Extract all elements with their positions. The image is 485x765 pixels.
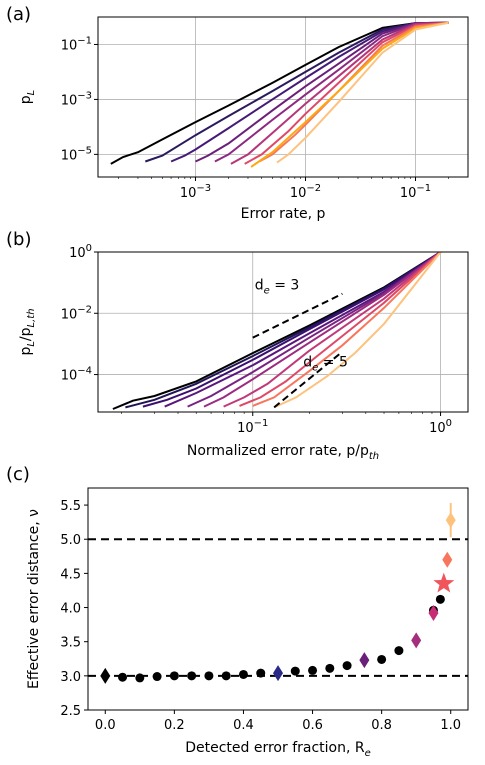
slope-line-de5 (273, 350, 343, 409)
series-line-7 (239, 252, 442, 407)
series-line-2 (170, 21, 449, 163)
data-point (118, 672, 128, 682)
y-tick-label: 100 (69, 243, 92, 261)
series-line-4 (214, 21, 449, 163)
series-line-8 (250, 21, 449, 168)
x-tick-label: 10−2 (290, 183, 321, 201)
diamond-marker (411, 632, 422, 649)
axes-frame (97, 251, 469, 413)
y-axis-title: pL (18, 90, 37, 104)
panel-c: 0.0 0.2 0.4 0.6 0.8 1.0 2.5 3.0 3.5 4.0 4.5 5.0 5.5 D… (26, 487, 469, 759)
data-point (290, 666, 300, 676)
diamond-marker (100, 667, 111, 684)
series-line-5 (203, 252, 442, 408)
series-line-9 (276, 21, 449, 164)
series-line-6 (244, 21, 449, 165)
diamond-marker (445, 512, 456, 529)
y-tick-label: 10−4 (61, 366, 92, 384)
data-point (135, 673, 145, 683)
data-point (256, 668, 266, 678)
x-tick-label: 10−1 (237, 418, 268, 436)
panel-label-a: (a) (6, 4, 31, 25)
series-line-8 (252, 252, 442, 407)
data-point (435, 594, 445, 604)
y-tick-label: 3.5 (60, 636, 81, 651)
series-line-9 (273, 252, 442, 409)
x-tick-label: 0.6 (302, 718, 323, 733)
y-tick-label: 10−2 (61, 304, 92, 322)
panel-label-c: (c) (6, 464, 30, 485)
data-point (238, 669, 248, 679)
data-point (377, 654, 387, 664)
series-line-5 (230, 21, 449, 165)
series-line-2 (142, 252, 442, 408)
x-tick-label: 10−3 (180, 183, 211, 201)
series-group (110, 21, 449, 168)
y-axis-title: Effective error distance, ν (26, 509, 42, 689)
y-tick-label: 3.0 (60, 670, 81, 685)
y-tick-label: 2.5 (60, 704, 81, 719)
x-tick-label: 10−1 (400, 183, 431, 201)
y-tick-label: 10−1 (61, 35, 92, 53)
x-tick-label: 1.0 (440, 718, 461, 733)
panel-b: 10−1 100 100 10−2 10−4 Normalized error rate,… (18, 243, 469, 462)
data-point (394, 646, 404, 656)
diamond-marker (428, 605, 439, 622)
diamond-marker (359, 652, 370, 669)
y-tick-label: 10−3 (61, 90, 92, 108)
series-line-6 (223, 252, 442, 408)
annotation-de3: de = 3 (255, 277, 300, 296)
data-point (308, 665, 318, 675)
x-tick-label: 0.0 (95, 718, 116, 733)
diamond-marker (442, 551, 453, 568)
x-axis-title: Detected error fraction, Re (185, 740, 371, 759)
x-axis-title: Error rate, p (241, 206, 326, 222)
data-point (169, 671, 179, 681)
series-line-0 (110, 21, 449, 165)
data-point (152, 672, 162, 682)
slope-line-de3 (252, 292, 343, 339)
annotation-de5: de = 5 (303, 355, 348, 374)
series-line-3 (195, 21, 449, 163)
y-tick-label: 4.5 (60, 567, 81, 582)
axes-frame (87, 487, 469, 711)
x-tick-label: 0.2 (164, 718, 185, 733)
data-point (221, 671, 231, 681)
x-tick-label: 0.8 (371, 718, 392, 733)
y-tick-label: 5.5 (60, 499, 81, 514)
plot-area (88, 503, 468, 684)
data-point (187, 671, 197, 681)
panel-a: 10−3 10−2 10−1 10−1 10−3 10−5 Error rate, p pL (18, 16, 469, 222)
data-point (325, 663, 335, 673)
star-marker (433, 572, 455, 593)
series-group (112, 252, 442, 410)
y-axis-title: pL/pL,th (18, 308, 37, 355)
x-tick-label: 0.4 (233, 718, 254, 733)
x-tick-label: 100 (429, 418, 452, 436)
axes-frame (97, 16, 469, 178)
data-point (204, 671, 214, 681)
data-point (342, 661, 352, 671)
panel-label-b: (b) (6, 229, 31, 250)
y-tick-label: 5.0 (60, 533, 81, 548)
diamond-marker (273, 665, 283, 682)
y-tick-label: 10−5 (61, 145, 92, 163)
series-line-0 (112, 252, 442, 410)
x-axis-title: Normalized error rate, p/pth (187, 443, 379, 462)
y-tick-label: 4.0 (60, 602, 81, 617)
